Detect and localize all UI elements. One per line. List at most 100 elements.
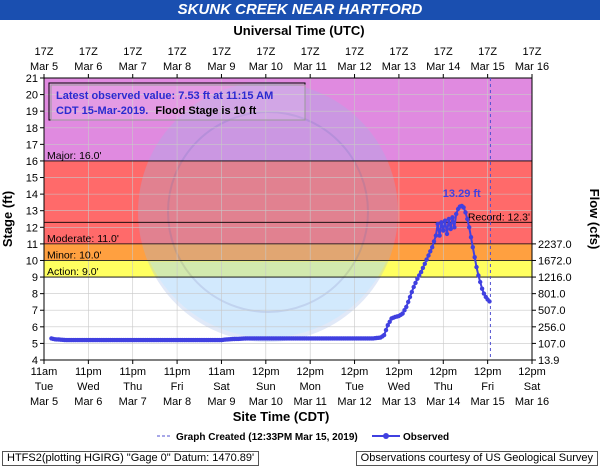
hydrograph-chart: Universal Time (UTC) Major: 16.0' Record:… [0,23,600,443]
series-point [454,211,459,217]
series-point [452,225,457,230]
flow-axis-ticks: 13.9 107.0 256.0 507.0 801.0 1216.0 1672.0 2237… [532,239,572,367]
flow-tick-label: 1672.0 [538,255,572,267]
y-tick-label: 20 [26,90,38,102]
y-axis-ticks: 4 5 6 7 8 9 10 11 12 13 14 15 16 17 18 19 20 21 [26,73,44,367]
flow-tick-label: 2237.0 [538,239,572,251]
footer-credit: Observations courtesy of US Geological S… [355,451,598,466]
y-tick-label: 6 [32,322,38,334]
x-tick-label: 11pm [119,366,146,378]
top-tick-label: Mar 13 [382,61,416,73]
threshold-label: Minor: 10.0' [47,249,102,261]
band-record [44,78,532,161]
top-tick-label: Mar 6 [74,61,102,73]
legend: Graph Created (12:33PM Mar 15, 2019) Obs… [157,432,449,443]
series-point [437,233,442,238]
info-flood-stage: Flood Stage is 10 ft [155,105,256,117]
series-point [444,231,450,237]
top-tick-label: Mar 14 [426,61,460,73]
flow-tick-label: 1216.0 [538,272,572,284]
x-tick-label: 12pm [474,366,502,378]
x-tick-label: Mar 7 [119,396,147,408]
x-tick-label: 11pm [164,366,191,378]
flow-tick-label: 107.0 [538,338,566,350]
x-tick-label: Mar 8 [163,396,191,408]
top-tick-label: Mar 11 [293,61,326,73]
bottom-axis-title: Site Time (CDT) [233,409,330,424]
x-tick-label: Mar 10 [249,396,283,408]
x-tick-label: Sun [256,381,276,393]
x-tick-label: Mar 11 [293,396,326,408]
x-tick-label: Tue [345,381,364,393]
flow-tick-label: 13.9 [538,355,559,367]
series-point [381,332,387,338]
threshold-label: Moderate: 11.0' [47,233,119,245]
series-point [481,291,487,296]
x-tick-label: Fri [171,381,184,393]
x-tick-label: Mar 9 [207,396,235,408]
series-point [468,235,474,240]
y-tick-label: 16 [26,156,38,168]
x-tick-label: 12pm [252,366,280,378]
series-point [450,215,455,220]
x-axis-ticks: 11am Tue Mar 5 17Z Mar 5 11pm Wed Mar 6 17Z Mar 6… [30,46,549,408]
x-tick-label: Mar 13 [382,396,416,408]
x-tick-label: Tue [35,381,54,393]
series-point [424,257,429,262]
threshold-label: Major: 16.0' [47,150,102,162]
series-point [474,264,479,270]
info-box: Latest observed value: 7.53 ft at 11:15 … [48,82,306,121]
x-tick-label: 11am [208,366,235,378]
x-tick-label: Thu [123,381,142,393]
series-point [431,239,437,244]
top-tick-label: Mar 16 [515,61,549,73]
x-tick-label: Mar 15 [471,396,505,408]
top-tick-label: 17Z [212,46,231,58]
y-tick-label: 4 [32,355,38,367]
series-point [407,294,413,300]
threshold-label: Action: 9.0' [47,266,99,278]
left-axis-title: Stage (ft) [0,191,15,247]
series-point [463,210,468,215]
top-tick-label: 17Z [389,46,408,58]
top-tick-label: Mar 9 [207,61,235,73]
y-tick-label: 14 [26,189,38,201]
series-point [404,304,409,310]
info-line-1: Latest observed value: 7.53 ft at 11:15 … [56,90,273,102]
threshold-label: Record: 12.3' [468,211,530,223]
series-point [442,218,448,223]
series-point [418,269,424,275]
series-point [413,280,418,286]
y-tick-label: 17 [26,139,38,151]
legend-observed: Observed [403,432,449,443]
x-tick-label: Mar 14 [426,396,460,408]
series-point [470,245,475,250]
y-tick-label: 18 [26,123,38,135]
series-point [446,216,451,222]
info-line-2: CDT 15-Mar-2019. [56,105,148,117]
x-tick-label: Wed [388,381,410,393]
top-tick-label: 17Z [35,46,54,58]
series-point [411,284,416,290]
y-tick-label: 15 [26,173,38,185]
series-point [435,221,440,227]
x-tick-label: Mon [299,381,320,393]
x-tick-label: 11pm [75,366,102,378]
top-tick-label: Mar 15 [471,61,505,73]
top-axis-title: Universal Time (UTC) [233,23,364,38]
series-point [420,265,426,271]
y-tick-label: 9 [32,272,38,284]
footer-datum: HTFS2(plotting HGIRG) "Gage 0" Datum: 14… [2,451,260,466]
y-tick-label: 10 [26,255,38,267]
y-tick-label: 19 [26,106,38,118]
y-tick-label: 12 [26,222,38,234]
top-tick-label: 17Z [168,46,187,58]
y-tick-label: 7 [32,305,38,317]
y-tick-label: 5 [32,338,38,350]
series-point [430,245,435,250]
top-tick-label: Mar 12 [337,61,371,73]
series-point [415,276,420,281]
y-tick-label: 21 [26,73,38,85]
x-tick-label: Sat [213,381,230,393]
band-normal [44,277,532,360]
